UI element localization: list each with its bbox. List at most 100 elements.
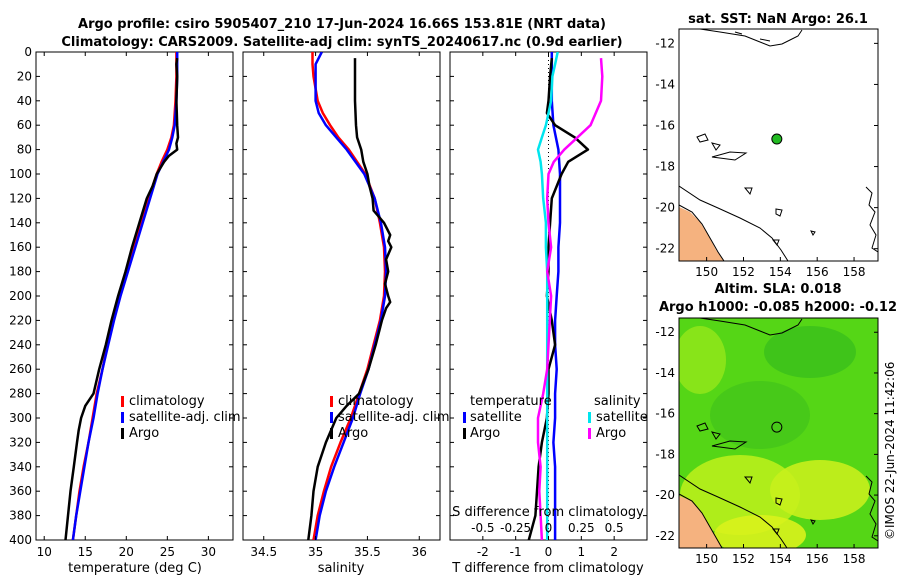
map-y-tick-label: -18 [655, 160, 675, 174]
depth-tick-label: 240 [9, 338, 32, 352]
legend-swatch-climatology [330, 396, 333, 407]
salinity-xlabel: salinity [318, 561, 365, 576]
s-difference-ticks: -0.5 -0.25 0 0.25 0.5 [471, 521, 624, 535]
map-sla-land [679, 496, 722, 548]
legend-swatch-s-satellite [588, 412, 591, 423]
legend-title-temperature: temperature [470, 394, 552, 409]
map-sla-axes [678, 317, 879, 549]
map-sla-field-low [764, 326, 856, 378]
series-line-argo [64, 57, 180, 540]
depth-tick-label: 120 [9, 191, 32, 205]
difference-series [527, 52, 604, 540]
legend-label-t-satellite: satellite [470, 410, 522, 425]
legend-swatch-argo [330, 428, 333, 439]
depth-tick-label: 260 [9, 362, 32, 376]
x-tick-label: 35 [308, 545, 323, 559]
map-sst-ticks: 150 152 154 156 158 -12 -14 -16 -18 -20 -22 [655, 36, 878, 279]
legend-label-satellite: satellite-adj. clim [129, 410, 241, 425]
figure-title-line2: Climatology: CARS2009. Satellite-adj cli… [61, 35, 622, 50]
depth-tick-label: 280 [9, 387, 32, 401]
legend-swatch-climatology [121, 396, 124, 407]
figure-title-line1: Argo profile: csiro 5905407_210 17-Jun-2… [78, 17, 606, 32]
legend-label-climatology: climatology [129, 394, 205, 409]
series-line-s-argo [536, 58, 604, 540]
map-y-tick-label: -12 [655, 36, 675, 50]
map-x-tick-label: 154 [769, 552, 792, 566]
map-sst-axes [678, 28, 879, 262]
map-sla-field-high [770, 460, 870, 520]
x-tick-label: 30 [201, 545, 216, 559]
x-tick-label: 36 [412, 545, 427, 559]
map-sla-coastline [679, 474, 788, 548]
x-axis-ticks: 10 15 20 25 30 34.5 35 35.5 36 -2 -1 0 1 2 [36, 51, 647, 559]
x-tick-label: -2 [477, 545, 489, 559]
legend-label-s-satellite: satellite [596, 410, 648, 425]
map-x-tick-label: 156 [806, 265, 829, 279]
map-sla-argo-point [771, 421, 783, 433]
map-sst-land [679, 207, 724, 261]
map-sst-reef-right [865, 186, 878, 253]
legend-label-argo: Argo [338, 426, 368, 441]
s-difference-label: S difference from climatology [452, 505, 644, 520]
map-x-tick-label: 150 [695, 265, 718, 279]
legend-label-t-argo: Argo [470, 426, 500, 441]
map-sla-reef-right [865, 475, 878, 542]
map-y-tick-label: -20 [655, 201, 675, 215]
depth-tick-label: 80 [17, 143, 32, 157]
temperature-series [64, 52, 180, 540]
legend-swatch-argo [121, 428, 124, 439]
x-tick-label: 34.5 [250, 545, 277, 559]
map-sst-background [679, 29, 878, 261]
map-sla-field-high [714, 515, 806, 548]
depth-tick-label: 340 [9, 460, 32, 474]
map-sla-field-low [710, 381, 810, 449]
x-tick-label: 25 [160, 545, 175, 559]
map-sla-ticks: 150 152 154 156 158 -12 -14 -16 -18 -20 -22 [655, 325, 878, 566]
map-y-tick-label: -16 [655, 118, 675, 132]
map-y-tick-label: -14 [655, 366, 675, 380]
map-x-tick-label: 152 [732, 552, 755, 566]
series-line-t-satellite [550, 52, 562, 540]
legend-swatch-s-argo [588, 428, 591, 439]
legend-label-s-argo: Argo [596, 426, 626, 441]
salinity-series [307, 52, 393, 540]
difference-legend: temperature satellite Argo salinity sate… [463, 394, 648, 441]
salinity-legend: climatology satellite-adj. clim Argo [330, 394, 450, 441]
map-sla-title-line2: Argo h1000: -0.085 h2000: -0.12 [659, 300, 897, 315]
depth-tick-label: 100 [9, 167, 32, 181]
map-y-tick-label: -22 [655, 529, 675, 543]
map-sst-coastline [679, 185, 789, 261]
map-x-tick-label: 158 [843, 265, 866, 279]
legend-title-salinity: salinity [594, 394, 641, 409]
x-tick-label: 2 [610, 545, 618, 559]
x-tick-label: 10 [37, 545, 52, 559]
s-tick-label: 0.5 [605, 521, 624, 535]
map-x-tick-label: 152 [732, 265, 755, 279]
depth-tick-label: 300 [9, 411, 32, 425]
legend-swatch-t-satellite [463, 412, 466, 423]
map-sst-reef-top [699, 29, 803, 47]
map-y-tick-label: -14 [655, 77, 675, 91]
difference-xlabel: T difference from climatology [451, 561, 644, 576]
depth-tick-label: 180 [9, 265, 32, 279]
legend-swatch-t-argo [463, 428, 466, 439]
depth-tick-label: 160 [9, 240, 32, 254]
series-line-argo [307, 58, 393, 540]
x-tick-label: -1 [510, 545, 522, 559]
map-sst-content [679, 29, 878, 261]
s-tick-label: 0.25 [568, 521, 595, 535]
depth-tick-label: 60 [17, 118, 32, 132]
map-x-tick-label: 156 [806, 552, 829, 566]
map-y-tick-label: -12 [655, 325, 675, 339]
map-sst-islands [696, 133, 816, 246]
depth-tick-label: 40 [17, 94, 32, 108]
depth-tick-label: 140 [9, 216, 32, 230]
s-tick-label: 0 [545, 521, 553, 535]
depth-tick-label: 0 [24, 45, 32, 59]
depth-tick-label: 220 [9, 313, 32, 327]
map-x-tick-label: 158 [843, 552, 866, 566]
map-sla-islands [696, 422, 816, 535]
s-tick-label: -0.5 [471, 521, 494, 535]
depth-tick-label: 360 [9, 484, 32, 498]
